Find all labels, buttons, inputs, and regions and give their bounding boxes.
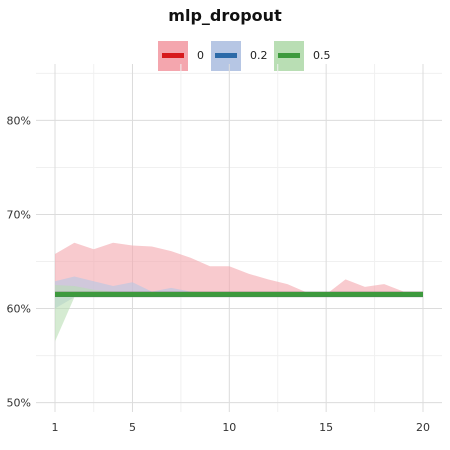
legend-line-0-2 — [215, 53, 237, 58]
legend-line-0-5 — [278, 53, 300, 58]
legend-line-0 — [162, 53, 184, 58]
x-tick-label: 20 — [416, 421, 430, 434]
y-tick-label: 70% — [7, 208, 31, 221]
legend: 0 0.2 0.5 — [0, 41, 450, 71]
legend-key-0 — [158, 41, 188, 71]
x-tick-label: 1 — [52, 421, 59, 434]
y-tick-label: 50% — [7, 397, 31, 410]
legend-label-0-5: 0.5 — [313, 49, 331, 62]
chart-title: mlp_dropout — [168, 6, 282, 25]
y-tick-label: 60% — [7, 303, 31, 316]
y-tick-label: 80% — [7, 114, 31, 127]
legend-label-0-2: 0.2 — [250, 49, 268, 62]
legend-key-0-2 — [211, 41, 241, 71]
legend-key-0-5 — [274, 41, 304, 71]
band-series-0 — [55, 242, 423, 298]
legend-label-0: 0 — [197, 49, 204, 62]
x-tick-label: 10 — [222, 421, 236, 434]
x-tick-label: 15 — [319, 421, 333, 434]
x-tick-label: 5 — [129, 421, 136, 434]
